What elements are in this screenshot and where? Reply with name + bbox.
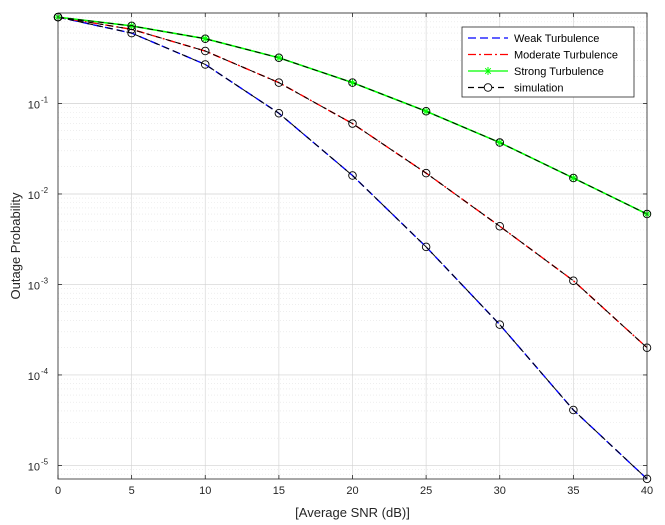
simulation-point bbox=[127, 21, 136, 31]
simulation-point bbox=[495, 221, 505, 231]
simulation-point bbox=[200, 34, 210, 43]
x-tick-label: 0 bbox=[55, 485, 61, 497]
simulation-point bbox=[421, 242, 431, 252]
simulation-point bbox=[495, 138, 505, 147]
simulation-point bbox=[421, 168, 431, 178]
y-tick-label: 10 bbox=[28, 371, 40, 383]
simulation-point bbox=[495, 320, 505, 329]
x-tick-label: 10 bbox=[199, 485, 211, 497]
simulation-point bbox=[127, 25, 136, 34]
simulation-point bbox=[569, 173, 578, 183]
legend-marker bbox=[483, 83, 493, 92]
simulation-point bbox=[200, 46, 210, 56]
series-simulation-line bbox=[57, 16, 648, 480]
simulation-point bbox=[569, 276, 578, 285]
asterisk-stroke bbox=[570, 174, 577, 182]
x-tick-label: 25 bbox=[420, 485, 432, 497]
x-tick-label: 30 bbox=[494, 485, 506, 497]
simulation-point bbox=[274, 108, 284, 118]
legend-entry-label: Moderate Turbulence bbox=[514, 50, 618, 62]
legend: Weak Turbulence Moderate Turbulence Strong… bbox=[461, 26, 635, 98]
x-tick-label: 40 bbox=[641, 485, 653, 497]
grid-lines bbox=[57, 12, 648, 479]
asterisk-stroke bbox=[484, 67, 492, 75]
strong-turbulence-point bbox=[422, 107, 431, 116]
x-axis-label: [Average SNR (dB)] bbox=[295, 505, 410, 520]
series-layer bbox=[53, 12, 652, 484]
legend-entry-label: Weak Turbulence bbox=[514, 33, 599, 45]
x-axis-ticks: 0 5 10 15 20 25 30 35 40 bbox=[55, 13, 653, 497]
strong-turbulence-point bbox=[495, 138, 504, 147]
strong-turbulence-point bbox=[348, 78, 357, 87]
y-tick-label: 10 bbox=[28, 190, 40, 202]
strong-turbulence-point bbox=[569, 174, 578, 183]
asterisk-stroke bbox=[496, 139, 503, 146]
legend-entry-label: Strong Turbulence bbox=[514, 66, 604, 78]
y-axis-label: Outage Probability bbox=[8, 192, 23, 299]
asterisk-stroke bbox=[349, 79, 356, 86]
simulation-point bbox=[200, 60, 210, 69]
simulation-point bbox=[421, 107, 431, 116]
y-tick-label: 10 bbox=[28, 461, 40, 473]
x-tick-label: 5 bbox=[129, 485, 135, 497]
y-axis-ticks: 10-110-210-310-410-5 bbox=[28, 95, 647, 473]
y-tick-exponent: -2 bbox=[41, 186, 49, 195]
x-tick-label: 35 bbox=[567, 485, 579, 497]
strong-turbulence-point bbox=[201, 34, 210, 43]
y-tick-label: 10 bbox=[28, 99, 40, 111]
y-tick-exponent: -4 bbox=[41, 367, 49, 376]
asterisk-stroke bbox=[422, 108, 430, 115]
simulation-point bbox=[348, 78, 357, 87]
y-tick-exponent: -5 bbox=[41, 457, 49, 466]
simulation-point bbox=[348, 171, 357, 180]
legend-entry-label: simulation bbox=[514, 83, 564, 95]
x-tick-label: 15 bbox=[273, 485, 285, 497]
series-simulation-line bbox=[57, 16, 648, 349]
simulation-point bbox=[274, 78, 284, 87]
simulation-point bbox=[348, 119, 357, 128]
x-tick-label: 20 bbox=[346, 485, 358, 497]
simulation-point bbox=[569, 405, 578, 415]
strong-turbulence-point bbox=[274, 53, 283, 62]
y-tick-label: 10 bbox=[28, 280, 40, 292]
y-tick-exponent: -3 bbox=[41, 276, 49, 285]
asterisk-stroke bbox=[275, 54, 283, 61]
y-tick-exponent: -1 bbox=[41, 95, 49, 104]
legend-marker bbox=[484, 67, 492, 75]
simulation-point bbox=[274, 53, 284, 63]
asterisk-stroke bbox=[202, 35, 209, 42]
